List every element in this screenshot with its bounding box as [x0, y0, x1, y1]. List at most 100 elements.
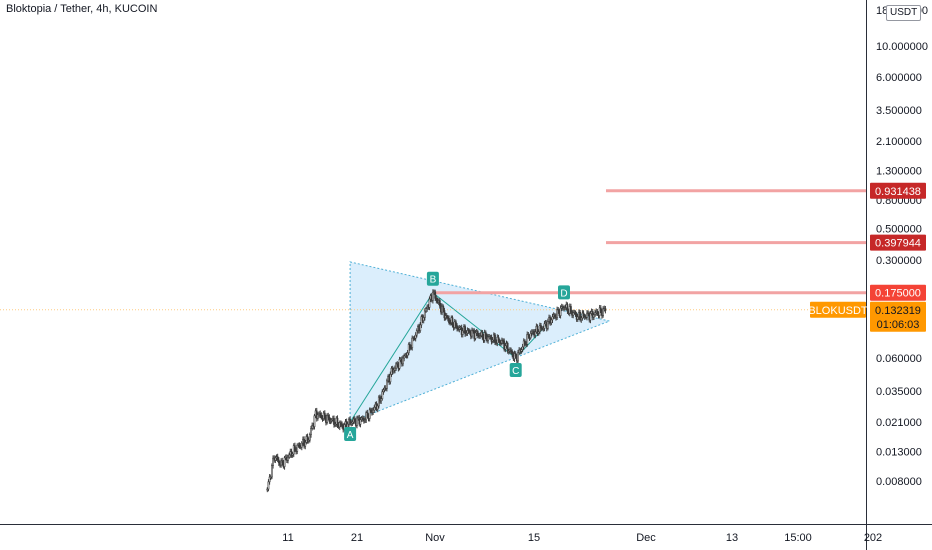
x-tick-label: 15	[528, 532, 540, 544]
candle-body	[381, 391, 384, 400]
candle-body	[328, 416, 331, 422]
level-price-tag	[870, 182, 926, 199]
candle-body	[385, 380, 388, 389]
candle-body	[269, 476, 272, 479]
candle-body	[456, 325, 458, 329]
pivot-label: D	[560, 288, 567, 299]
candle-body	[484, 332, 487, 337]
candle-body	[551, 316, 554, 321]
candle-body	[471, 329, 473, 337]
level-price-tag	[870, 284, 926, 301]
candle-body	[466, 330, 469, 334]
y-tick-label: 0.060000	[876, 353, 922, 365]
candle-body	[402, 357, 404, 365]
candle-body	[356, 417, 358, 426]
candle-body	[320, 414, 323, 418]
x-tick-label: Dec	[636, 532, 656, 544]
candle-body	[487, 336, 490, 341]
candle-body	[364, 419, 366, 422]
candle-body	[407, 344, 410, 354]
candle-body	[380, 398, 383, 402]
x-tick-label: Nov	[425, 532, 445, 544]
candle-body	[330, 419, 333, 422]
candle-body	[425, 308, 427, 312]
candle-body	[323, 412, 326, 418]
candle-body	[537, 331, 540, 334]
candle-body	[527, 334, 530, 337]
candle-body	[434, 291, 437, 299]
candle-body	[602, 308, 605, 316]
candle-body	[361, 417, 364, 420]
candle-body	[333, 418, 335, 425]
pivot-label: C	[512, 366, 519, 377]
candle-body	[276, 456, 279, 461]
candle-body	[553, 314, 556, 317]
currency-selector[interactable]: USDT	[886, 5, 922, 21]
candle-body	[543, 323, 546, 329]
candle-body	[377, 396, 380, 407]
candle-body	[468, 330, 471, 333]
y-tick-label: 3.500000	[876, 105, 922, 117]
candle-body	[389, 374, 392, 383]
y-tick-label: 1.300000	[876, 165, 922, 177]
candle-body	[594, 312, 596, 315]
candle-body	[395, 363, 398, 369]
candle-body	[290, 451, 293, 456]
candle-body	[310, 428, 312, 435]
x-tick-label: 11	[282, 532, 293, 544]
pivot-label-box	[509, 363, 522, 378]
candle-body	[316, 414, 319, 419]
y-tick-label: 0.008000	[876, 476, 922, 488]
candle-body	[569, 306, 572, 312]
candle-body	[419, 324, 422, 332]
candle-body	[296, 444, 299, 452]
candle-body	[410, 347, 412, 349]
candle-body	[341, 424, 343, 427]
candle-body	[376, 405, 379, 410]
candle-body	[448, 318, 450, 323]
candle-body	[490, 336, 493, 342]
candle-body	[308, 434, 311, 441]
candle-body	[464, 326, 467, 335]
candle-body	[394, 367, 396, 371]
candle-body	[510, 349, 513, 352]
candle-body	[483, 332, 486, 341]
candle-body	[350, 422, 353, 425]
candle-body	[586, 312, 588, 318]
candle-body	[413, 337, 416, 340]
candle-body	[366, 412, 369, 417]
candle-body	[291, 453, 294, 456]
candle-body	[542, 328, 545, 330]
candle-body	[319, 412, 322, 416]
candle-body	[498, 340, 501, 343]
level-price-label: 0.931438	[875, 186, 921, 198]
candle-body	[403, 355, 406, 359]
candle-body	[534, 331, 537, 336]
candle-body	[422, 317, 425, 321]
candle-body	[274, 457, 277, 461]
level-price-label: 0.397944	[875, 238, 921, 250]
candle-body	[304, 442, 307, 447]
candle-body	[281, 460, 284, 463]
candle-body	[582, 312, 585, 317]
candle-body	[557, 309, 560, 312]
candle-body	[576, 316, 579, 320]
candle-body	[369, 409, 372, 412]
candle-body	[270, 465, 273, 478]
candle-body	[411, 337, 414, 349]
candle-body	[334, 423, 337, 426]
candle-body	[406, 352, 409, 356]
candle-body	[443, 310, 446, 319]
symbol-tag	[810, 301, 866, 318]
y-tick-label: 0.021000	[876, 417, 922, 429]
candle-body	[580, 317, 583, 321]
candle-body	[540, 325, 542, 329]
candle-body	[507, 351, 510, 353]
x-tick-label: 13	[726, 532, 738, 544]
candle-body	[287, 456, 289, 461]
candle-body	[599, 307, 602, 312]
candle-body	[288, 454, 291, 458]
candle-body	[546, 321, 549, 329]
candle-body	[589, 313, 592, 321]
